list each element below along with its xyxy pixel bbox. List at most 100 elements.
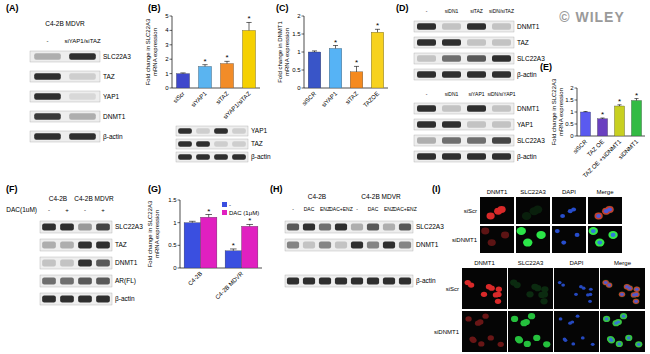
cell (589, 288, 593, 291)
band (214, 128, 228, 134)
image-background (554, 311, 599, 352)
cell (517, 227, 526, 235)
lane-label: + (65, 207, 69, 213)
band (96, 224, 110, 231)
lane-label: - (47, 38, 49, 44)
annotation: * (376, 21, 379, 30)
axis-title-line: mRNA expression (284, 28, 290, 76)
channel (602, 279, 640, 304)
cell (633, 299, 639, 304)
lane-label: siTAZ (470, 8, 483, 14)
band (492, 105, 511, 111)
cell (620, 313, 626, 318)
cell (616, 341, 623, 347)
band (287, 278, 299, 285)
legend-label: DAC (1μM) (229, 210, 259, 216)
column-label: Merge (596, 189, 614, 195)
row-label: SLC22A3 (517, 55, 545, 62)
channel (604, 281, 639, 303)
lane-label: DAC (304, 206, 315, 212)
tick-label: 1 (570, 109, 574, 115)
cell (618, 291, 625, 297)
band (232, 128, 246, 134)
channel (465, 313, 503, 347)
band (383, 242, 395, 249)
band (34, 73, 61, 79)
cell (588, 300, 592, 303)
cell (625, 335, 632, 341)
band (492, 23, 511, 29)
annotation: * (635, 91, 638, 100)
row-label: DNMT1 (115, 259, 138, 266)
band (42, 296, 56, 303)
band (78, 278, 92, 285)
cell (616, 341, 622, 346)
column-label: DNMT1 (474, 260, 495, 266)
category-label: C4-2B MDVR (214, 270, 244, 300)
band (69, 53, 96, 59)
row-label: β-actin (517, 71, 537, 79)
category-label: siSCR (301, 90, 318, 107)
annotation: * (618, 97, 621, 106)
cell (596, 239, 604, 246)
axis-title-line: Fold change in DNMT1 (277, 20, 283, 82)
cell (632, 298, 639, 304)
bar (198, 66, 211, 88)
band (335, 224, 347, 231)
blot-strip (30, 131, 100, 142)
band (69, 73, 96, 79)
marks (176, 22, 255, 88)
row-label: siDNMT1 (452, 237, 478, 243)
row-label: β-actin (115, 295, 135, 303)
band (399, 224, 411, 231)
cell (511, 316, 518, 322)
band (96, 296, 110, 303)
category-label: siDNMT1 (617, 138, 639, 160)
channel (596, 207, 612, 218)
tick (302, 70, 305, 71)
legend-swatch (222, 210, 227, 215)
figure: © WILEY(B)012345Fold change in SLC22A3mR… (0, 0, 650, 354)
tick (575, 112, 578, 113)
cell (608, 231, 617, 239)
band (417, 39, 436, 45)
tick (575, 136, 578, 137)
tick-label: 0 (165, 85, 169, 91)
blot-strip (30, 91, 100, 102)
category-label: siYAP1 (190, 90, 208, 108)
tick-label: 1.5 (292, 31, 301, 37)
row-label: SLC22A3 (517, 137, 545, 144)
row-label: YAP1 (517, 121, 534, 128)
tick (302, 88, 305, 89)
cell (526, 291, 533, 297)
channel (595, 206, 614, 219)
cell (633, 286, 640, 292)
image-background (552, 226, 586, 253)
tick-label: 1 (173, 220, 177, 226)
band (60, 278, 74, 285)
band (319, 224, 331, 231)
category-label: siYAP1 (320, 90, 338, 108)
band (467, 71, 486, 77)
band (214, 154, 228, 160)
cell (498, 342, 504, 347)
tick-label: 5 (165, 13, 169, 19)
band (442, 23, 461, 29)
blot-strip (30, 51, 100, 62)
cell (607, 336, 614, 342)
band (417, 153, 436, 159)
blot-strip (40, 257, 112, 269)
tick (178, 245, 181, 246)
watermark: © WILEY (559, 9, 625, 25)
error-cap (180, 72, 185, 73)
blot-strip (40, 239, 112, 251)
tick (170, 88, 173, 89)
cell (622, 315, 626, 318)
band (214, 141, 228, 147)
cell (560, 214, 565, 218)
column-label: SLC22A3 (518, 260, 544, 266)
group-label: C4-2B MDVR (74, 195, 114, 202)
image-background (600, 311, 645, 352)
error-bar (180, 72, 185, 74)
cell (620, 293, 624, 296)
